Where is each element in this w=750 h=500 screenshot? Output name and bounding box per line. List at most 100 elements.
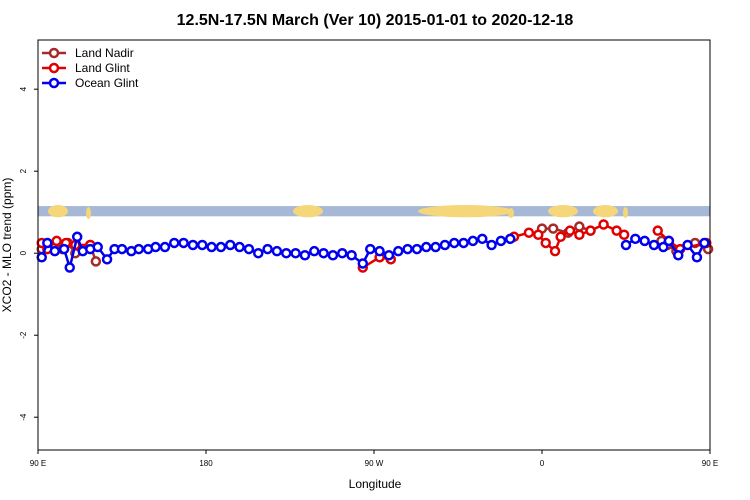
data-point [564,225,576,236]
data-point [357,258,369,269]
data-point [187,239,199,251]
land-patch [293,205,323,218]
legend-item: Land Glint [42,61,130,75]
y-tick-label: 2 [19,168,28,173]
data-point [365,243,376,255]
x-tick-label: 90 E [30,459,46,468]
data-point [206,241,217,253]
data-point [574,229,585,240]
x-tick-label: 180 [199,459,213,468]
data-point [159,241,171,253]
data-point [682,239,693,251]
series-ocean-glint [36,231,710,273]
data-point [458,237,469,249]
data-point [133,243,145,255]
data-point [540,237,551,249]
y-tick-label: -4 [19,413,28,421]
x-tick-label: 90 E [702,459,718,468]
x-tick-label: 0 [540,459,545,468]
y-axis: -4 -2 0 2 4 [19,86,38,421]
data-point [658,241,669,253]
data-point [337,247,348,259]
data-point [383,250,395,261]
x-axis: 90 E 180 90 W 0 90 E [30,450,718,468]
data-point [495,235,507,247]
data-point [234,241,245,253]
legend-item: Ocean Glint [42,76,139,90]
data-point [42,237,53,249]
data-point [402,243,413,255]
data-point [585,225,596,236]
y-tick-label: 4 [19,86,28,91]
data-point [58,243,70,255]
series-layer [36,219,714,273]
data-point [49,245,61,257]
data-point [673,250,684,261]
data-point [430,241,441,253]
data-point [281,247,292,259]
series-line [656,229,707,251]
data-point [71,231,83,243]
data-point [90,256,102,267]
data-point [477,233,488,245]
data-point [290,247,301,259]
data-point [630,233,641,245]
land-patch [48,205,68,218]
data-point [197,239,208,251]
data-point [618,229,630,240]
data-point [598,219,609,230]
data-point [523,227,535,238]
data-point [327,250,339,261]
land-patch [86,207,91,220]
map-band [38,205,710,220]
data-point [243,243,255,255]
data-point [101,254,113,265]
data-point [393,245,404,257]
data-point [374,245,385,257]
data-point [318,247,329,259]
data-point [64,262,75,273]
data-point [421,241,432,253]
data-point [533,229,544,240]
legend-label: Ocean Glint [75,76,139,90]
data-point [215,241,227,253]
data-point [505,233,516,245]
data-point [253,247,264,259]
ocean-band [38,206,710,217]
data-point [262,243,273,255]
data-point [611,225,622,236]
legend-label: Land Glint [75,61,130,75]
land-patch [418,205,513,218]
land-patch [508,208,514,219]
data-point [549,245,561,257]
data-point [225,239,236,251]
legend-swatch-marker [48,47,60,59]
legend-label: Land Nadir [75,46,134,60]
data-point [299,250,311,261]
chart-title: 12.5N-17.5N March (Ver 10) 2015-01-01 to… [177,12,574,29]
y-tick-label: -2 [19,331,28,339]
data-point [150,241,161,253]
data-point [699,237,710,249]
land-patch [548,205,578,218]
data-point [486,239,497,251]
land-patch [593,205,618,218]
legend-swatch-marker [48,77,60,89]
x-tick-label: 90 W [365,459,384,468]
data-point [178,237,189,249]
y-axis-label: XCO2 - MLO trend (ppm) [0,178,14,313]
data-point [411,243,423,255]
data-point [346,250,357,261]
legend-swatch-marker [48,62,60,74]
data-point [620,239,632,251]
data-point [574,221,585,232]
data-point [467,235,479,247]
data-point [648,239,660,251]
data-point [691,252,703,263]
land-patch [623,207,628,219]
data-point [36,252,47,263]
data-point [51,235,62,247]
data-point [439,239,451,251]
data-point [271,245,283,257]
